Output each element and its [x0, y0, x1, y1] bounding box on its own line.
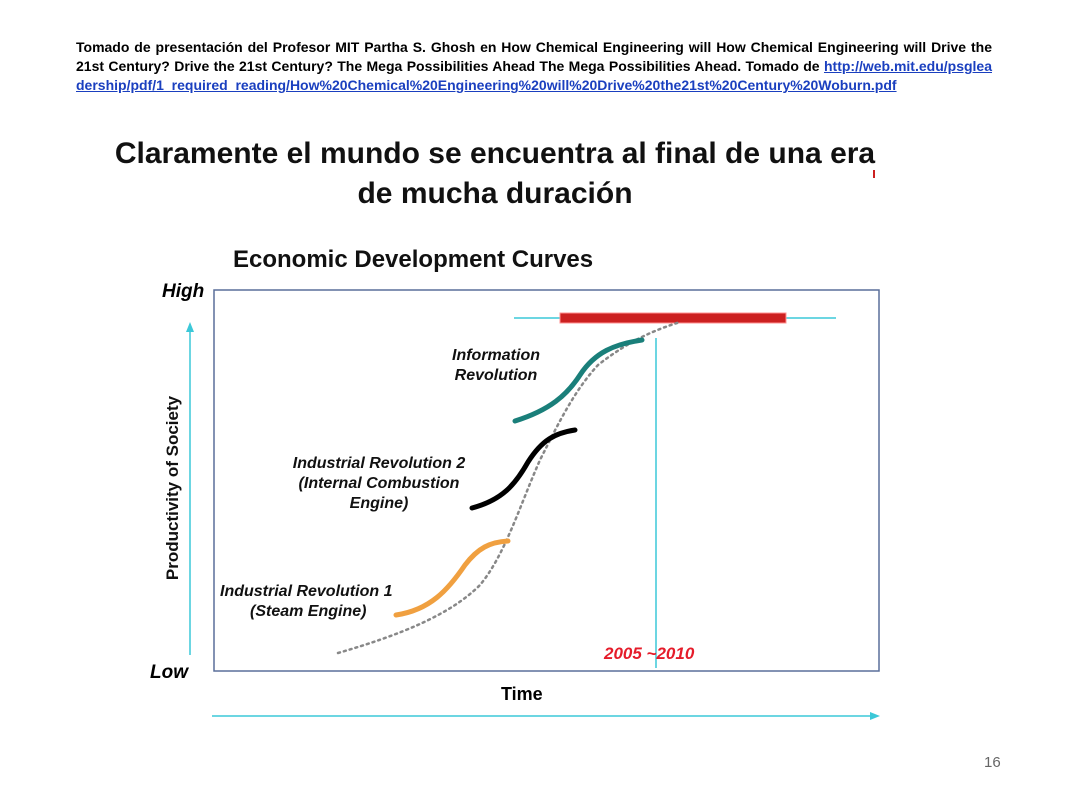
slide-title: Claramente el mundo se encuentra al fina… [114, 137, 876, 210]
industrial-revolution-2-label: Industrial Revolution 2 (Internal Combus… [292, 455, 466, 512]
industrial-revolution-1-curve [393, 538, 511, 618]
industrial-revolution-2-curve [469, 427, 578, 511]
information-revolution-curve [512, 337, 645, 424]
diagram-title: Economic Development Curves [233, 246, 594, 273]
marker-label: 2005 ~2010 [604, 644, 695, 663]
industrial-revolution-1-label: Industrial Revolution 1 (Steam Engine) [220, 583, 393, 620]
plot-frame [213, 289, 880, 672]
citation: Tomado de presentación del Profesor MIT … [76, 38, 992, 95]
citation-link[interactable]: http://web.mit.edu/psgleadership/pdf/1_r… [76, 58, 992, 93]
y-low-label: Low [150, 662, 188, 683]
page-number: 16 [984, 754, 1001, 771]
x-axis-arrowhead [870, 712, 880, 720]
y-high-label: High [162, 281, 205, 302]
y-axis-label: Productivity of Society [163, 395, 182, 581]
y-axis-arrowhead [186, 322, 194, 332]
trend-dotted-line [336, 320, 682, 655]
information-revolution-label: Information Revolution [452, 347, 540, 384]
limit-bar [559, 312, 787, 324]
citation-text: Tomado de presentación del Profesor MIT … [76, 39, 992, 74]
x-axis-label: Time [501, 684, 543, 704]
